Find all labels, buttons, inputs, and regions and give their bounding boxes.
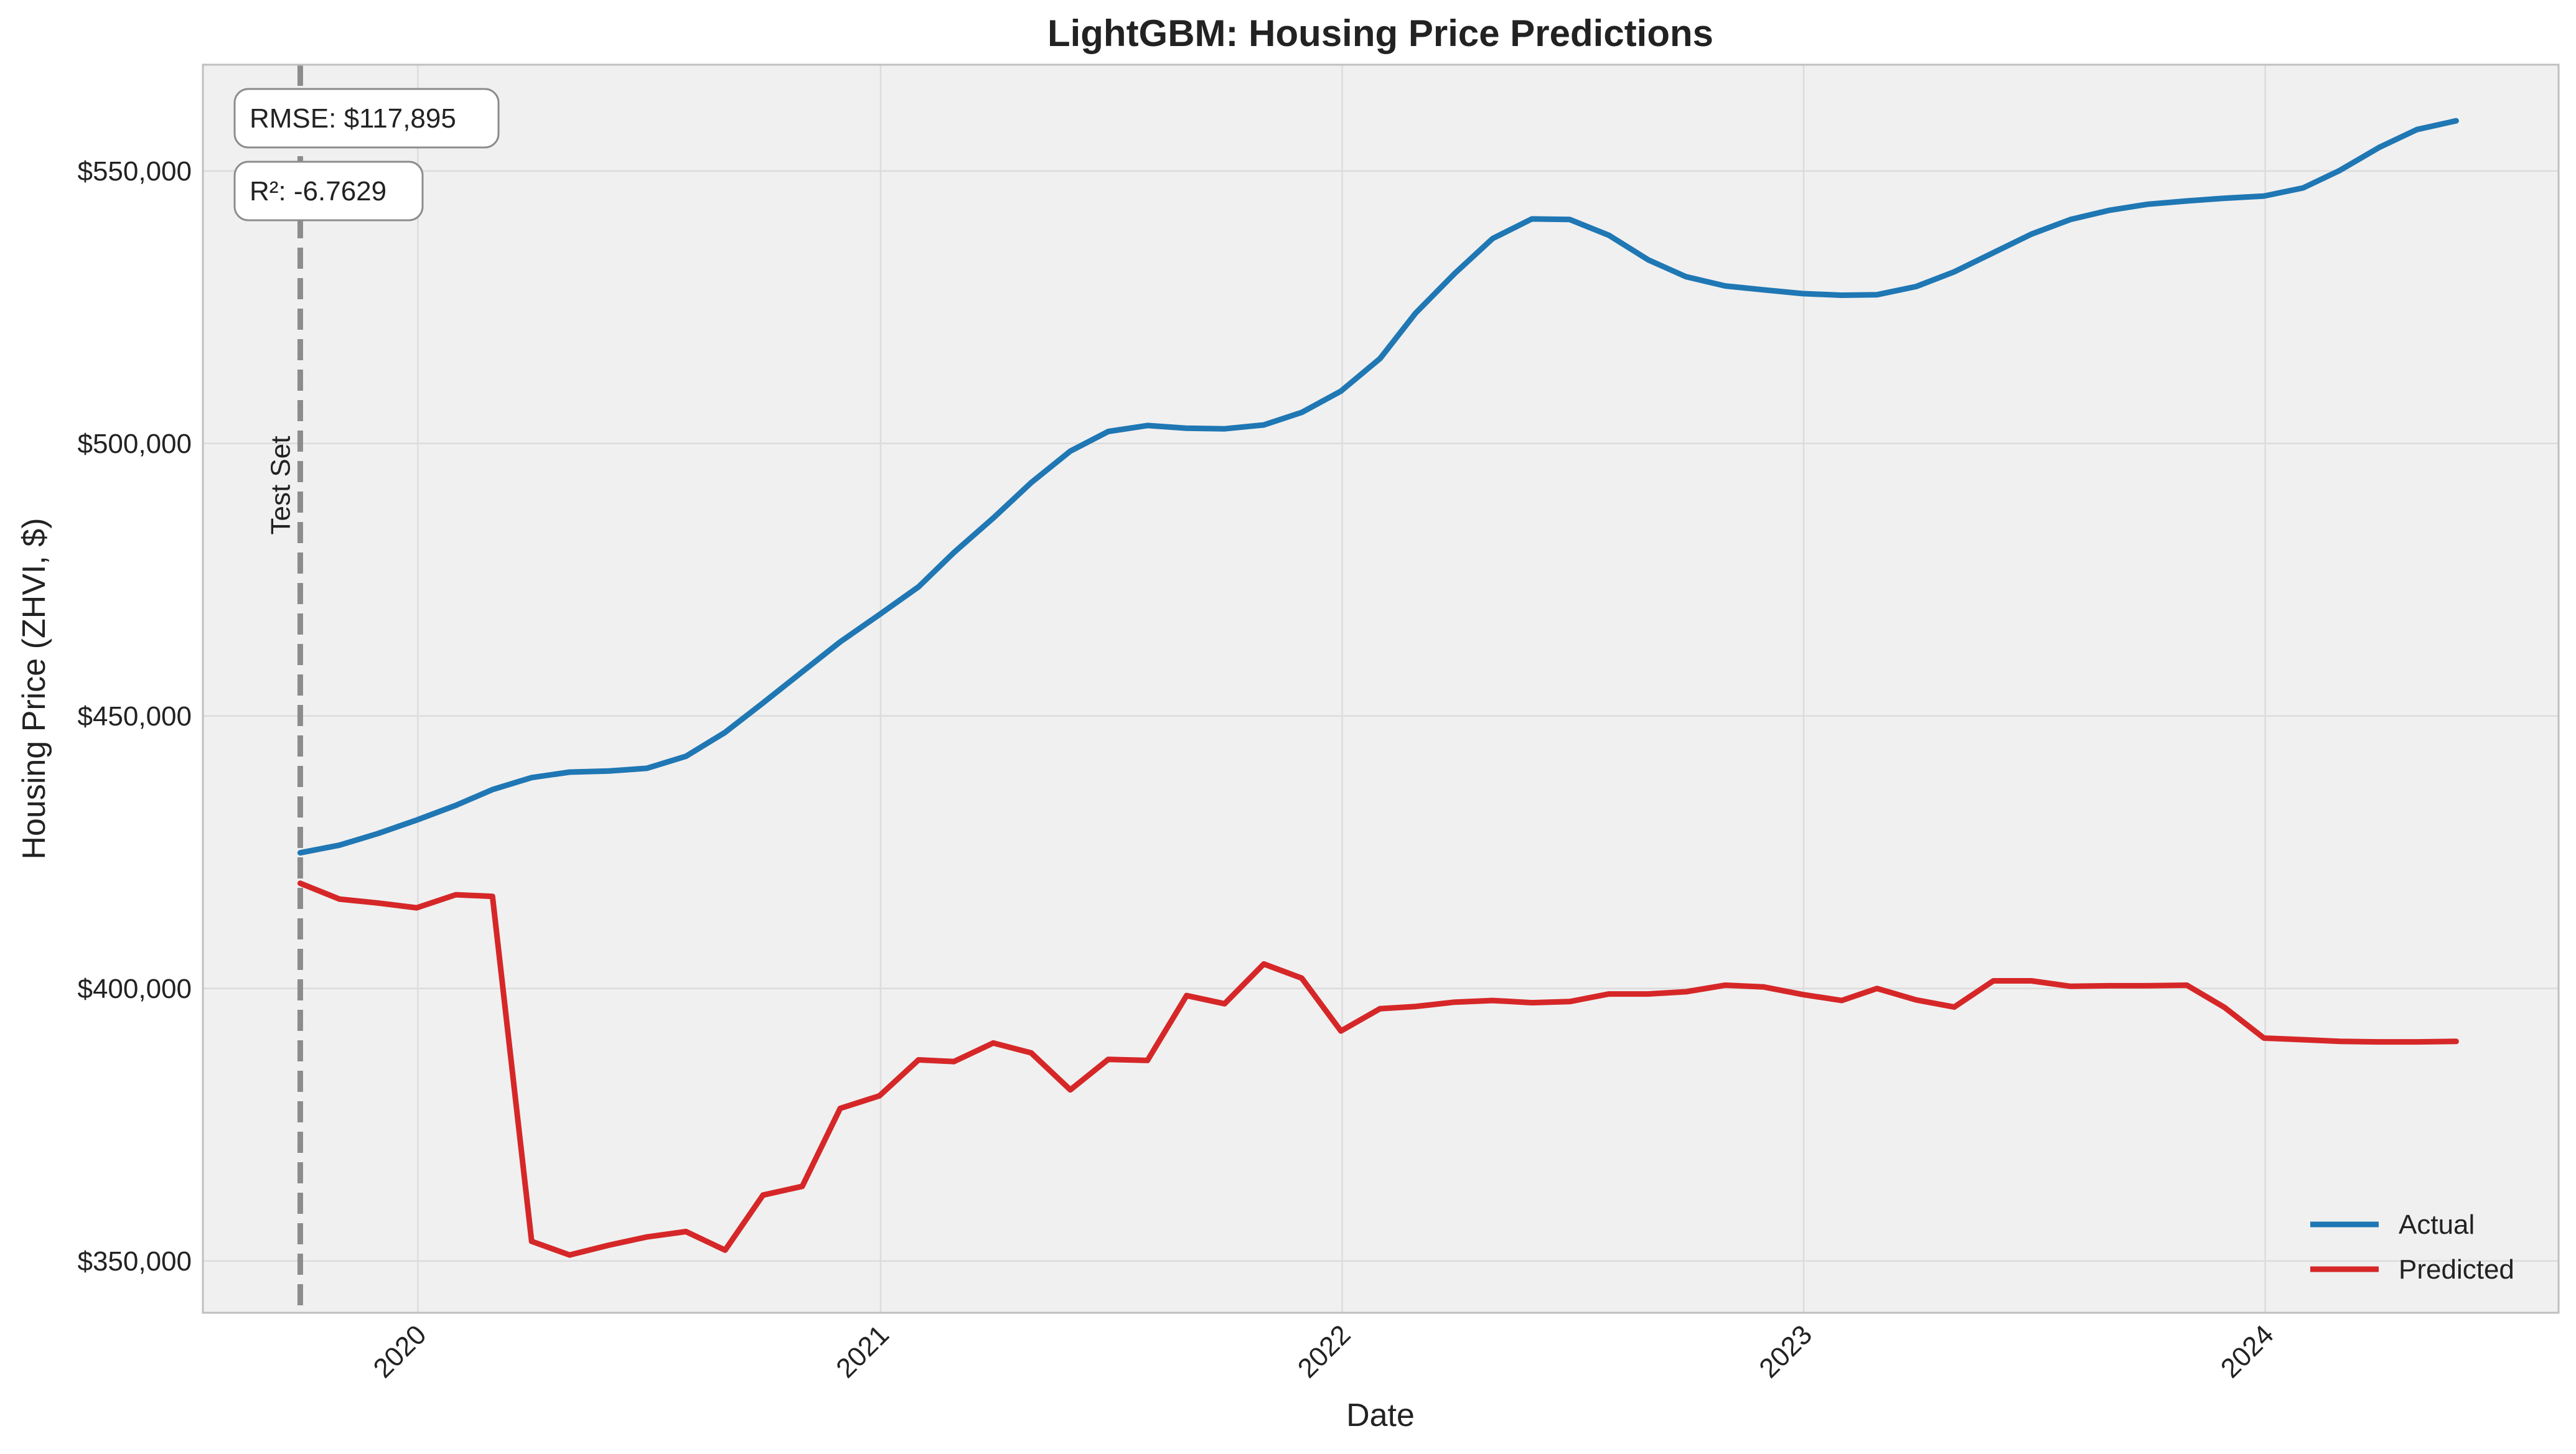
legend-item: Predicted [2310, 1254, 2514, 1285]
series-line-actual [297, 118, 2459, 856]
y-tick-label: $400,000 [77, 974, 192, 1004]
y-axis-label: Housing Price (ZHVI, $) [16, 518, 52, 859]
series-line-predicted [297, 880, 2459, 1258]
legend-item: Actual [2310, 1209, 2475, 1240]
plot-area [203, 65, 2559, 1313]
annotation-box [233, 88, 500, 149]
metric-annotation: RMSE: $117,895 [233, 88, 500, 149]
chart-title: LightGBM: Housing Price Predictions [1047, 12, 1713, 54]
legend-label: Actual [2399, 1209, 2475, 1240]
y-axis-ticks: $350,000 $400,000 $450,000 $500,000 $550,000 [77, 156, 192, 1277]
test-set-marker: Test Set [265, 65, 303, 1313]
legend: Actual Predicted [2310, 1209, 2514, 1285]
legend-label: Predicted [2399, 1254, 2514, 1285]
y-tick-label: $450,000 [77, 701, 192, 732]
y-tick-label: $550,000 [77, 156, 192, 187]
metric-annotation: R²: -6.7629 [233, 161, 424, 221]
grid-lines [203, 65, 2559, 1313]
plot-frame [202, 63, 2560, 1314]
annotation-text: R²: -6.7629 [250, 176, 386, 207]
y-tick-label: $500,000 [77, 429, 192, 459]
annotation-text: RMSE: $117,895 [250, 103, 456, 134]
x-axis-label: Date [1346, 1397, 1415, 1433]
annotation-box [233, 161, 424, 221]
y-tick-label: $350,000 [77, 1246, 192, 1277]
test-set-label: Test Set [265, 436, 296, 535]
series-lines [297, 118, 2459, 1258]
metric-annotations: RMSE: $117,895 R²: -6.7629 [233, 88, 500, 221]
